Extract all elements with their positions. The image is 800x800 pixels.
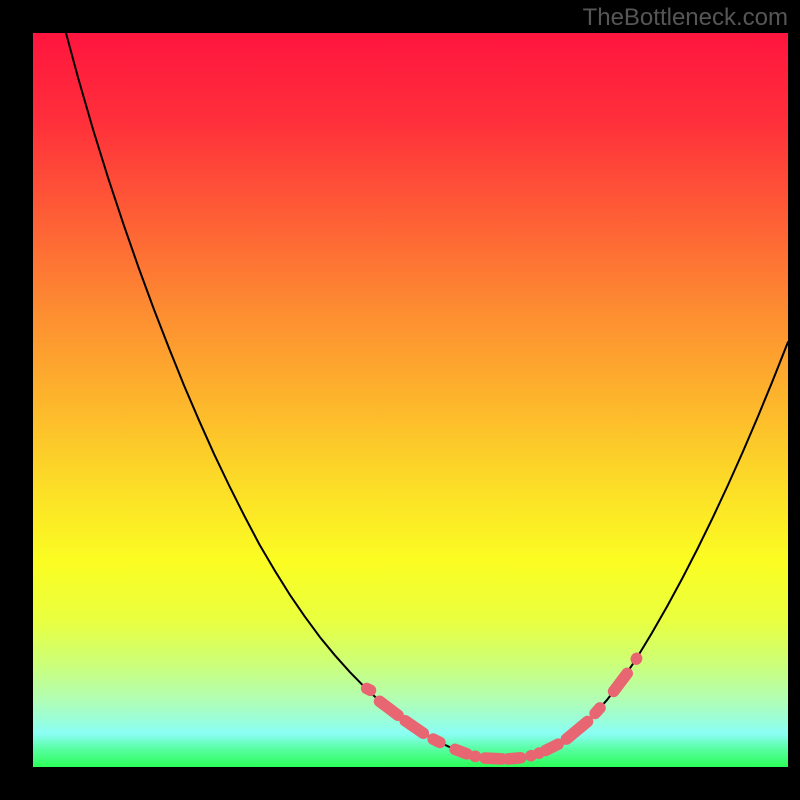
frame-right bbox=[788, 0, 800, 800]
chart-svg bbox=[33, 33, 788, 767]
frame-bottom bbox=[0, 767, 800, 800]
watermark-text: TheBottleneck.com bbox=[583, 4, 788, 32]
frame-left bbox=[0, 0, 33, 800]
plot-area bbox=[33, 33, 788, 767]
